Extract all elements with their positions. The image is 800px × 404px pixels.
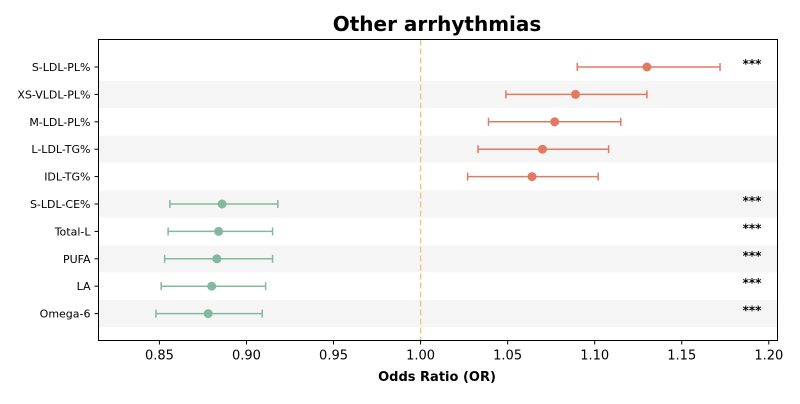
x-tick-label: 1.10 [580,349,609,364]
x-axis-ticks: 0.85 0.90 0.95 1.00 1.05 1.10 1.15 1.20 [145,340,783,364]
x-tick-label: 1.20 [754,349,783,364]
estimate-mark [160,281,267,291]
y-tick-labels: S-LDL-PL% XS-VLDL-PL% M-LDL-PL% L-LDL-TG% ID… [17,61,99,321]
odds-ratio-point [642,62,652,72]
x-tick-label: 0.95 [319,349,348,364]
y-tick-label: S-LDL-CE% [30,198,91,211]
y-tick-label: Omega-6 [40,308,91,321]
x-tick-label: 1.00 [406,349,435,364]
significance-label: *** [743,221,763,235]
estimate-mark [169,199,279,209]
estimate-mark [505,89,648,99]
estimate-mark [466,172,599,182]
estimate-mark [576,62,721,72]
odds-ratio-point [537,144,547,154]
y-tick-label: LA [77,280,91,293]
estimate-mark [487,117,622,127]
odds-ratio-point [214,226,224,236]
odds-ratio-point [207,281,217,291]
estimate-mark [155,309,263,319]
y-tick-label: L-LDL-TG% [31,143,90,156]
significance-labels: *** *** *** *** *** *** [743,57,763,318]
y-tick-label: XS-VLDL-PL% [17,88,90,101]
y-tick-label: M-LDL-PL% [29,116,90,129]
x-tick-label: 1.15 [667,349,696,364]
x-tick-label: 0.85 [145,349,174,364]
row-band [98,80,778,108]
odds-ratio-point [212,254,222,264]
odds-ratio-point [550,117,560,127]
x-tick-label: 0.90 [232,349,261,364]
x-tick-label: 1.05 [493,349,522,364]
significance-label: *** [743,194,763,208]
estimate-mark [167,226,274,236]
data-marks [155,62,721,319]
significance-label: *** [743,57,763,71]
odds-ratio-point [203,309,213,319]
significance-label: *** [743,304,763,318]
x-axis-label: Odds Ratio (OR) [378,370,496,385]
significance-label: *** [743,249,763,263]
y-tick-label: Total-L [54,225,92,238]
y-tick-label: IDL-TG% [44,171,90,184]
odds-ratio-point [217,199,227,209]
odds-ratio-point [571,89,581,99]
row-band [98,135,778,163]
odds-ratio-point [527,172,537,182]
estimate-mark [163,254,274,264]
plot-frame [98,39,778,341]
estimate-mark [477,144,610,154]
significance-label: *** [743,276,763,290]
y-tick-label: S-LDL-PL% [32,61,91,74]
chart-title: Other arrhythmias [333,12,542,36]
y-tick-label: PUFA [63,253,91,266]
